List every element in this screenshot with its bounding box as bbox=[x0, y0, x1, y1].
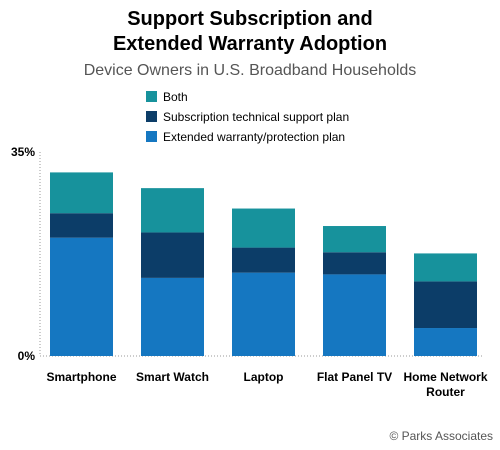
bar-segment bbox=[232, 208, 295, 248]
chart-title-line-2: Extended Warranty Adoption bbox=[113, 33, 387, 55]
category-label: Smart Watch bbox=[136, 370, 209, 384]
legend-label: Extended warranty/protection plan bbox=[163, 130, 345, 144]
y-axis: 35% 0% bbox=[11, 145, 482, 363]
bar-segment bbox=[232, 247, 295, 273]
bar-segment bbox=[50, 172, 113, 214]
y-tick-label: 0% bbox=[18, 349, 36, 363]
legend-label: Both bbox=[163, 90, 188, 104]
chart-subtitle: Device Owners in U.S. Broadband Househol… bbox=[84, 62, 417, 79]
legend-label: Subscription technical support plan bbox=[163, 110, 349, 124]
bar-segment bbox=[414, 281, 477, 329]
category-label: Smartphone bbox=[46, 370, 116, 384]
bar-segment bbox=[323, 226, 386, 253]
legend-swatch bbox=[146, 91, 157, 102]
bar-segment bbox=[141, 188, 204, 233]
y-tick-label: 35% bbox=[11, 145, 35, 159]
bar-segment bbox=[141, 277, 204, 356]
bar-segment bbox=[141, 232, 204, 278]
bar-segment bbox=[232, 272, 295, 356]
bar-segment bbox=[414, 328, 477, 356]
legend-swatch bbox=[146, 131, 157, 142]
legend: Both Subscription technical support plan E… bbox=[146, 90, 349, 144]
bar-segment bbox=[414, 253, 477, 282]
chart-title-line-1: Support Subscription and bbox=[127, 8, 373, 30]
category-label: Laptop bbox=[244, 370, 284, 384]
category-label: Home Network bbox=[403, 370, 487, 384]
bar-segment bbox=[50, 237, 113, 356]
category-label: Router bbox=[426, 385, 465, 399]
credit-text: © Parks Associates bbox=[389, 429, 493, 443]
bar-segment bbox=[323, 252, 386, 275]
category-label: Flat Panel TV bbox=[317, 370, 392, 384]
bar-segment bbox=[323, 274, 386, 356]
bar-segment bbox=[50, 213, 113, 238]
category-labels: Smartphone Smart Watch Laptop Flat Panel TV… bbox=[46, 370, 487, 399]
bars bbox=[50, 172, 477, 356]
legend-swatch bbox=[146, 111, 157, 122]
